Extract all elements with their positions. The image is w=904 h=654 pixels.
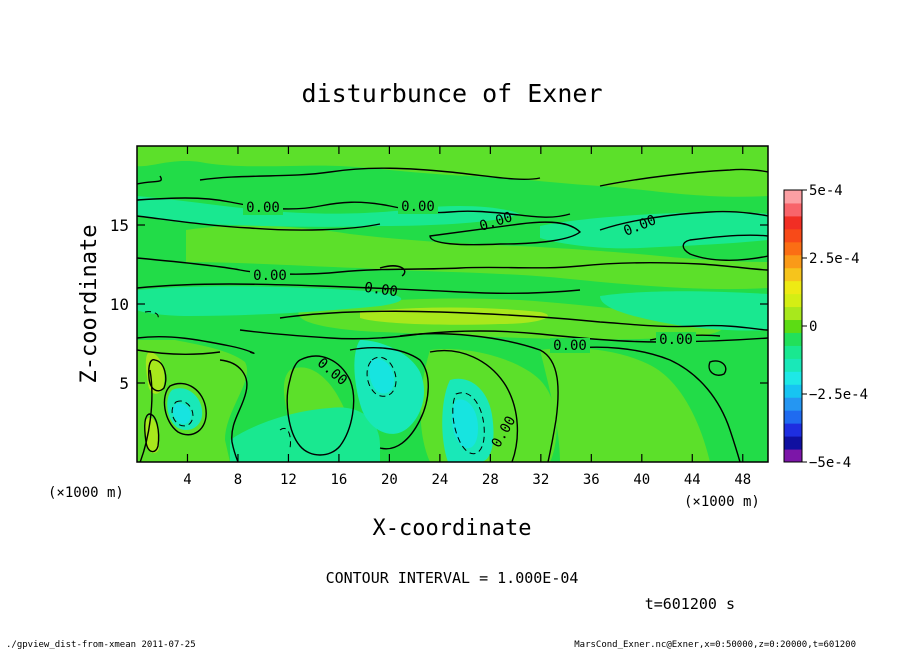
y-tick-label: 5 bbox=[119, 374, 129, 393]
colorbar-swatch bbox=[784, 436, 802, 450]
colorbar-swatch bbox=[784, 241, 802, 256]
contour-label: 0.00 bbox=[363, 280, 399, 301]
footer-right: MarsCond_Exner.nc@Exner,x=0:50000,z=0:20… bbox=[574, 640, 856, 650]
x-unit-label: (×1000 m) bbox=[684, 494, 760, 510]
y-unit-label: (×1000 m) bbox=[48, 485, 124, 501]
colorbar-tick-label: 0 bbox=[809, 319, 817, 335]
colorbar-swatch bbox=[784, 397, 802, 411]
colorbar-swatch bbox=[784, 345, 802, 359]
colorbar-swatch bbox=[784, 306, 802, 321]
y-tick-label: 15 bbox=[110, 216, 129, 235]
colorbar-swatch bbox=[784, 319, 802, 333]
y-axis-label: Z-coordinate bbox=[77, 225, 102, 384]
y-tick-label: 10 bbox=[110, 295, 129, 314]
colorbar-swatch bbox=[784, 190, 802, 204]
negative-contours bbox=[144, 311, 485, 455]
y-axis-ticks: 5 10 15 bbox=[110, 216, 768, 393]
x-tick-label: 4 bbox=[183, 472, 191, 488]
colorbar-swatch bbox=[784, 410, 802, 424]
x-tick-label: 12 bbox=[280, 472, 297, 488]
contour-label: 0.00 bbox=[401, 199, 435, 215]
chart-title: disturbunce of Exner bbox=[301, 79, 602, 108]
colorbar-tick-label: −2.5e-4 bbox=[809, 387, 868, 403]
colorbar-labels: 5e-4 2.5e-4 0 −2.5e-4 −5e-4 bbox=[802, 183, 868, 471]
colorbar-tick-label: 5e-4 bbox=[809, 183, 843, 199]
colorbar-swatch bbox=[784, 228, 802, 243]
colorbar-swatch bbox=[784, 358, 802, 372]
contour-label: 0.00 bbox=[253, 268, 287, 284]
colorbar-tick-label: 2.5e-4 bbox=[809, 251, 860, 267]
colorbar-swatch bbox=[784, 254, 802, 269]
contour-label: 0.00 bbox=[246, 200, 280, 216]
colorbar-swatch bbox=[784, 423, 802, 437]
colorbar-swatch bbox=[784, 267, 802, 282]
x-tick-label: 48 bbox=[734, 472, 751, 488]
colorbar-swatch bbox=[784, 371, 802, 385]
contour-interval-text: CONTOUR INTERVAL = 1.000E-04 bbox=[326, 569, 579, 587]
colorbar-swatch bbox=[784, 202, 802, 217]
contour-label: 0.00 bbox=[553, 338, 587, 354]
colorbar-swatch bbox=[784, 332, 802, 346]
x-axis-ticks: 4 8 12 16 20 24 28 32 36 40 44 48 bbox=[183, 146, 751, 488]
contour-field bbox=[137, 146, 768, 462]
x-tick-label: 36 bbox=[583, 472, 600, 488]
colorbar-swatch bbox=[784, 384, 802, 398]
contour-lines bbox=[137, 167, 768, 462]
x-tick-label: 32 bbox=[532, 472, 549, 488]
x-tick-label: 28 bbox=[482, 472, 499, 488]
colorbar-swatch bbox=[784, 449, 802, 463]
x-tick-label: 44 bbox=[684, 472, 701, 488]
x-tick-label: 20 bbox=[381, 472, 398, 488]
colorbar-swatch bbox=[784, 293, 802, 308]
x-tick-label: 8 bbox=[234, 472, 242, 488]
x-tick-label: 16 bbox=[330, 472, 347, 488]
colorbar-swatch bbox=[784, 215, 802, 230]
colorbar-swatch bbox=[784, 280, 802, 295]
footer-left: ./gpview_dist-from-xmean 2011-07-25 bbox=[6, 640, 196, 650]
colorbar bbox=[784, 190, 802, 463]
colorbar-tick-label: −5e-4 bbox=[809, 455, 851, 471]
x-tick-label: 40 bbox=[633, 472, 650, 488]
time-text: t=601200 s bbox=[645, 595, 735, 613]
contour-label: 0.00 bbox=[659, 332, 693, 348]
x-tick-label: 24 bbox=[431, 472, 448, 488]
x-axis-label: X-coordinate bbox=[373, 516, 532, 541]
